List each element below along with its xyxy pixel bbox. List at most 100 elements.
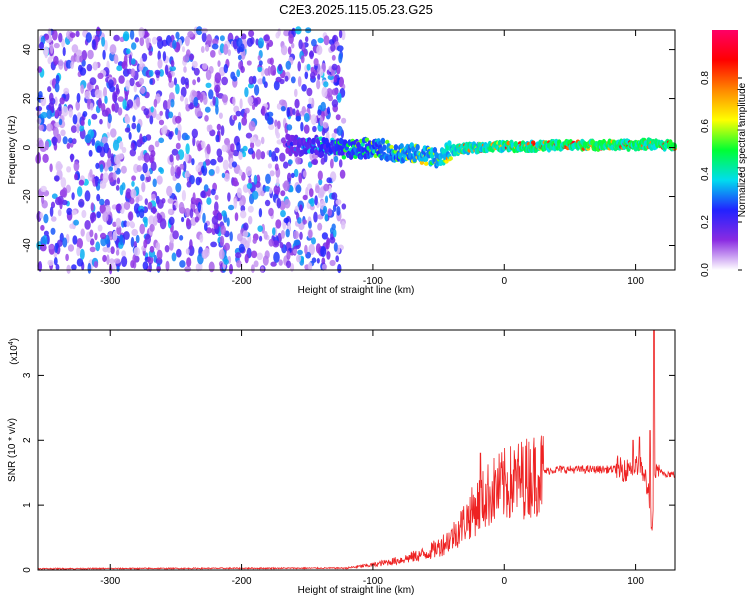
spectrogram-cell xyxy=(228,204,235,211)
spectrogram-cell xyxy=(260,136,265,145)
spectrogram-cell xyxy=(272,240,280,248)
spectrogram-cell xyxy=(181,190,186,202)
spectrogram-ridge-cell xyxy=(364,137,370,142)
spectrogram-cell xyxy=(99,163,104,173)
spectrogram-cell xyxy=(295,115,302,122)
spectrogram-cell xyxy=(164,245,170,253)
spectrogram-cell xyxy=(268,238,274,247)
spectrogram-cell xyxy=(277,120,281,130)
spectrogram-cell xyxy=(121,60,128,70)
spectrogram-cell xyxy=(253,260,259,268)
spectrogram-cell xyxy=(89,246,96,253)
spectrogram-cell xyxy=(139,133,143,144)
spectrogram-cell xyxy=(251,250,258,259)
spectrogram-cell xyxy=(321,263,328,271)
spectrogram-cell xyxy=(42,153,49,163)
spectrogram-cell xyxy=(193,96,199,107)
spectrogram-cell xyxy=(128,211,134,222)
spectrogram-cell xyxy=(310,66,315,73)
spectrogram-cell xyxy=(57,209,62,217)
spectrogram-cell xyxy=(256,252,263,261)
spectrogram-cell xyxy=(243,222,249,231)
spectrogram-cell xyxy=(139,86,146,95)
spectrogram-cell xyxy=(86,82,92,91)
spectrogram-cell xyxy=(269,170,275,177)
spectrogram-cell xyxy=(310,114,317,125)
spectrogram-cell xyxy=(287,172,292,183)
spectrogram-cell xyxy=(55,161,63,172)
spectrogram-cell xyxy=(119,141,124,150)
spectrogram-cell xyxy=(69,223,75,229)
x-tick-label: -100 xyxy=(363,276,383,287)
spectrogram-cell xyxy=(214,201,219,212)
spectrogram-cell xyxy=(317,73,321,81)
spectrogram-cell xyxy=(75,100,80,111)
spectrogram-cell xyxy=(200,190,206,198)
spectrogram-ridge-cell xyxy=(341,155,347,160)
spectrogram-cell xyxy=(309,188,314,198)
spectrogram-cell xyxy=(248,30,255,38)
spectrogram-cell xyxy=(74,173,78,181)
colorbar-tick-label: 0.8 xyxy=(700,71,711,85)
spectrogram-cell xyxy=(89,229,94,238)
spectrogram-cell xyxy=(299,231,303,240)
spectrogram-cell xyxy=(68,137,73,144)
spectrogram-cell xyxy=(280,210,286,218)
spectrogram-cell xyxy=(44,140,50,151)
spectrogram-ridge-cell xyxy=(415,144,420,151)
spectrogram-cell xyxy=(218,112,223,119)
colorbar-ticks: 0.0 0.2 0.4 0.6 0.8 xyxy=(700,71,742,277)
spectrogram-cell xyxy=(240,33,247,40)
spectrogram-cell xyxy=(39,41,45,50)
x-tick-label: 0 xyxy=(501,276,507,287)
spectrogram-cell xyxy=(78,179,85,186)
spectrogram-cell xyxy=(189,208,194,219)
spectrogram-cell xyxy=(235,252,242,259)
spectrogram-cell xyxy=(189,53,195,61)
y-tick-label: -40 xyxy=(22,238,33,253)
spectrogram-cell xyxy=(241,116,248,126)
spectrogram-cell xyxy=(206,34,213,46)
spectrogram-cell xyxy=(274,147,280,154)
spectrogram-cell xyxy=(270,64,277,76)
spectrogram-cell xyxy=(175,31,180,40)
spectrogram-cell xyxy=(333,242,338,252)
y-tick-label: 2 xyxy=(22,437,33,443)
spectrogram-cell xyxy=(166,185,173,197)
spectrogram-cell xyxy=(151,36,158,45)
spectrogram-cell xyxy=(204,158,211,166)
spectrogram-cell xyxy=(38,139,44,150)
spectrogram-cell xyxy=(102,172,110,183)
spectrogram-cell xyxy=(111,103,116,112)
spectrogram-cell xyxy=(184,266,192,273)
spectrogram-cell xyxy=(263,230,268,240)
spectrogram-cell xyxy=(263,34,270,42)
spectrogram-cell xyxy=(139,208,145,219)
spectrogram-cell xyxy=(212,210,217,216)
spectrogram-cell xyxy=(159,167,164,174)
spectrogram-cell xyxy=(295,156,301,165)
spectrogram-cell xyxy=(84,134,92,144)
spectrogram-cell xyxy=(49,92,54,102)
spectrogram-cell xyxy=(199,93,204,103)
spectrogram-cell xyxy=(208,261,215,273)
spectrogram-cell xyxy=(269,57,274,66)
spectrogram-cell xyxy=(212,96,216,106)
spectrogram-cell xyxy=(223,43,229,56)
spectrogram-cell xyxy=(103,142,109,154)
spectrogram-cell xyxy=(106,158,112,168)
spectrogram-cell xyxy=(55,264,60,271)
x-tick-label: -300 xyxy=(100,576,120,587)
spectrogram-ridge-cell xyxy=(424,161,429,166)
spectrogram-cell xyxy=(60,177,67,188)
spectrogram-cell xyxy=(326,177,333,184)
spectrogram-cell xyxy=(78,198,85,208)
spectrogram-cell xyxy=(206,197,212,205)
spectrogram-cell xyxy=(58,59,64,70)
spectrogram-cell xyxy=(175,83,180,95)
x-tick-label: 0 xyxy=(501,576,507,587)
spectrogram-cell xyxy=(258,208,263,218)
spectrogram-cell xyxy=(47,259,54,266)
spectrogram-cell xyxy=(240,43,245,52)
